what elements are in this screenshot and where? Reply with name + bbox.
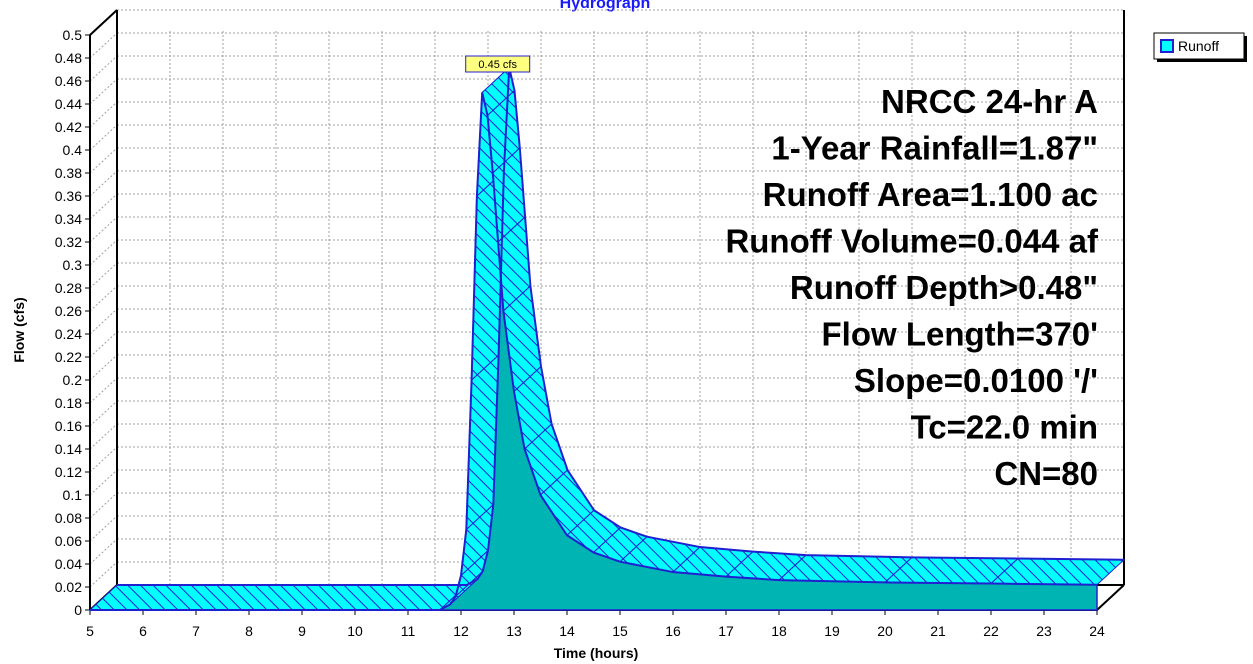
y-tick-label-14: 0.28: [55, 280, 82, 296]
peak-label-text: 0.45 cfs: [478, 59, 517, 71]
wall-line-11: [90, 332, 117, 357]
y-tick-label-11: 0.22: [55, 349, 82, 365]
wall-line-3: [90, 516, 117, 541]
runoff-ribbon-segment-0: [90, 585, 467, 610]
x-tick-label-18: 23: [1036, 623, 1052, 639]
x-tick-label-13: 18: [771, 623, 787, 639]
wall-line-2: [90, 539, 117, 564]
wall-line-19: [90, 148, 117, 173]
info-line-3: Runoff Volume=0.044 af: [725, 223, 1099, 260]
peak-annotation: 0.45 cfs: [466, 56, 530, 72]
axis-edge-7: [1097, 585, 1124, 610]
y-tick-label-15: 0.3: [63, 257, 83, 273]
x-tick-label-19: 24: [1089, 623, 1105, 639]
info-line-6: Slope=0.0100 '/': [854, 362, 1098, 399]
wall-line-12: [90, 309, 117, 334]
y-tick-label-5: 0.1: [63, 487, 83, 503]
info-panel: NRCC 24-hr A 1-Year Rainfall=1.87" Runoff …: [725, 83, 1099, 492]
legend-swatch-runoff: [1161, 40, 1173, 52]
y-tick-label-24: 0.48: [55, 50, 82, 66]
wall-line-22: [90, 79, 117, 104]
y-tick-label-2: 0.04: [55, 556, 82, 572]
wall-line-4: [90, 493, 117, 518]
y-tick-label-10: 0.2: [63, 372, 83, 388]
wall-line-18: [90, 171, 117, 196]
y-tick-label-17: 0.34: [55, 211, 82, 227]
x-tick-label-6: 11: [401, 623, 416, 639]
wall-line-5: [90, 470, 117, 495]
y-tick-label-13: 0.26: [55, 303, 82, 319]
x-tick-label-5: 10: [347, 623, 363, 639]
wall-line-6: [90, 447, 117, 472]
x-tick-label-1: 6: [139, 623, 147, 639]
y-tick-label-16: 0.32: [55, 234, 82, 250]
y-tick-label-0: 0: [74, 602, 82, 618]
y-tick-label-22: 0.44: [55, 96, 82, 112]
y-tick-label-8: 0.16: [55, 418, 82, 434]
x-tick-label-8: 13: [506, 623, 522, 639]
x-tick-label-15: 20: [877, 623, 893, 639]
x-tick-label-3: 8: [245, 623, 253, 639]
x-tick-label-2: 7: [192, 623, 200, 639]
wall-line-20: [90, 125, 117, 150]
wall-line-14: [90, 263, 117, 288]
x-tick-label-0: 5: [86, 623, 94, 639]
info-line-8: CN=80: [994, 455, 1098, 492]
x-tick-label-7: 12: [453, 623, 469, 639]
info-line-0: NRCC 24-hr A: [881, 83, 1098, 120]
y-tick-label-9: 0.18: [55, 395, 82, 411]
wall-line-17: [90, 194, 117, 219]
y-tick-label-4: 0.08: [55, 510, 82, 526]
y-tick-label-6: 0.12: [55, 464, 82, 480]
y-tick-label-21: 0.42: [55, 119, 82, 135]
x-tick-label-17: 22: [983, 623, 999, 639]
x-tick-label-4: 9: [298, 623, 306, 639]
info-line-4: Runoff Depth>0.48": [790, 269, 1098, 306]
x-tick-label-14: 19: [824, 623, 840, 639]
y-axis-title: Flow (cfs): [11, 297, 27, 362]
wall-line-1: [90, 562, 117, 587]
wall-line-8: [90, 401, 117, 426]
y-tick-label-19: 0.38: [55, 165, 82, 181]
wall-line-13: [90, 286, 117, 311]
info-line-5: Flow Length=370': [822, 316, 1098, 353]
y-tick-label-1: 0.02: [55, 579, 82, 595]
axis-edge-5: [90, 10, 117, 35]
y-tick-label-12: 0.24: [55, 326, 82, 342]
x-tick-label-10: 15: [612, 623, 628, 639]
x-tick-label-11: 16: [665, 623, 681, 639]
y-tick-labels: 0 0.02 0.04 0.06 0.08 0.1 0.12 0.14 0.16 0.18 0.2 0…: [55, 27, 90, 618]
x-tick-label-9: 14: [559, 623, 575, 639]
x-tick-labels: 5 6 7 8 9 10 11 12 13 14 15 16 17 18 19 20 21 22 23 24: [86, 610, 1105, 639]
wall-line-15: [90, 240, 117, 265]
x-axis-title: Time (hours): [554, 645, 639, 661]
y-tick-label-20: 0.4: [63, 142, 83, 158]
legend-label-runoff: Runoff: [1178, 38, 1219, 54]
wall-line-9: [90, 378, 117, 403]
y-tick-label-25: 0.5: [63, 27, 83, 43]
x-tick-label-16: 21: [930, 623, 946, 639]
wall-line-16: [90, 217, 117, 242]
wall-line-10: [90, 355, 117, 380]
y-tick-label-18: 0.36: [55, 188, 82, 204]
y-tick-label-7: 0.14: [55, 441, 82, 457]
info-line-1: 1-Year Rainfall=1.87": [771, 130, 1098, 167]
legend: Runoff: [1154, 33, 1247, 62]
x-tick-label-12: 17: [718, 623, 734, 639]
wall-line-24: [90, 33, 117, 58]
wall-line-7: [90, 424, 117, 449]
info-line-7: Tc=22.0 min: [911, 409, 1098, 446]
wall-line-23: [90, 56, 117, 81]
wall-line-21: [90, 102, 117, 127]
y-tick-label-23: 0.46: [55, 73, 82, 89]
info-line-2: Runoff Area=1.100 ac: [763, 176, 1098, 213]
y-tick-label-3: 0.06: [55, 533, 82, 549]
